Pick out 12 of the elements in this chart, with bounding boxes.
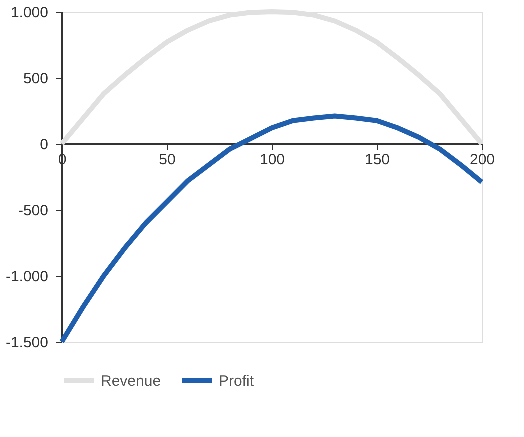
y-tick-label: 500 [23,70,48,88]
y-tick-label: -1.500 [6,334,48,352]
x-tick-label: 100 [260,152,286,168]
x-tick-label: 150 [364,152,390,168]
y-tick-label: -500 [18,202,48,220]
legend-label: Revenue [101,372,162,390]
legend-label: Profit [219,372,255,390]
x-tick-label: 50 [159,152,176,168]
x-tick-label: 200 [470,152,496,168]
y-tick-label: -1.000 [6,268,48,286]
y-tick-label: 0 [40,136,48,154]
y-tick-label: 1.000 [10,4,48,22]
